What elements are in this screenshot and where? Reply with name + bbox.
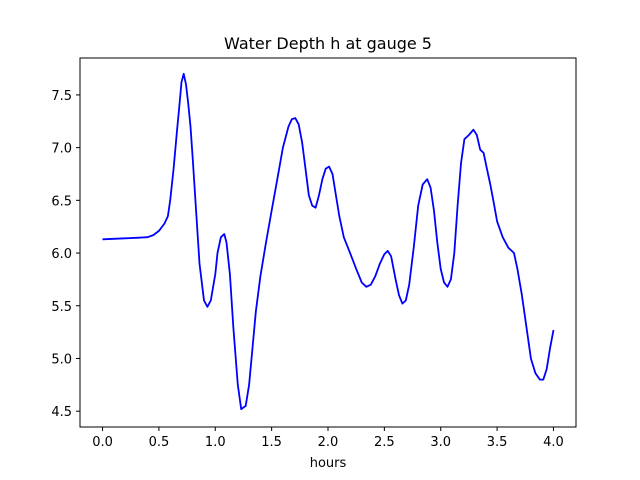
x-tick-label: 2.0 <box>318 435 339 450</box>
y-tick-label: 7.0 <box>51 142 72 157</box>
y-axis: 4.5 5.0 5.5 6.0 6.5 7.0 7.5 <box>51 89 80 420</box>
x-tick-label: 3.0 <box>430 435 451 450</box>
y-tick-label: 6.5 <box>51 194 72 209</box>
x-tick-label: 3.5 <box>487 435 508 450</box>
plot-frame <box>79 57 577 428</box>
y-tick-label: 4.5 <box>51 405 72 420</box>
x-tick-label: 0.0 <box>92 435 113 450</box>
x-tick-label: 2.5 <box>374 435 395 450</box>
series-line <box>102 72 555 410</box>
x-tick-label: 1.0 <box>205 435 226 450</box>
y-tick-label: 6.0 <box>51 247 72 262</box>
x-tick-label: 1.5 <box>261 435 282 450</box>
x-tick-label: 0.5 <box>149 435 170 450</box>
y-tick-label: 5.5 <box>51 300 72 315</box>
chart-title: Water Depth h at gauge 5 <box>224 34 432 53</box>
y-tick-label: 7.5 <box>51 89 72 104</box>
x-tick-label: 4.0 <box>543 435 564 450</box>
x-axis: 0.0 0.5 1.0 1.5 2.0 2.5 3.0 3.5 4.0 <box>92 427 564 450</box>
y-tick-label: 5.0 <box>51 352 72 367</box>
x-axis-label: hours <box>310 456 347 471</box>
